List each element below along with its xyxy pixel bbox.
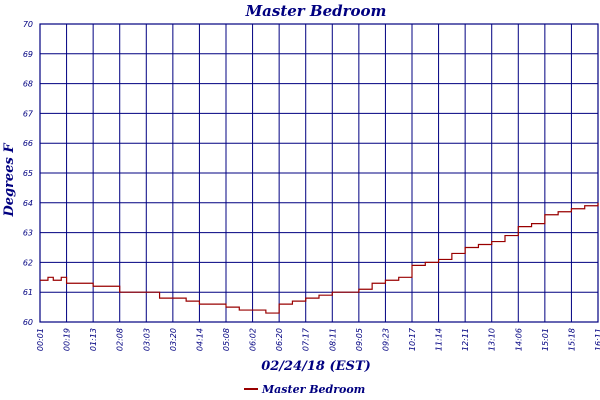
x-tick-label: 14:06 — [514, 328, 523, 351]
y-tick-label: 60 — [23, 318, 33, 327]
y-tick-label: 62 — [23, 258, 33, 267]
x-tick-label: 00:01 — [36, 328, 45, 351]
x-tick-label: 05:08 — [222, 328, 231, 351]
series-layer — [40, 202, 599, 314]
x-tick-label: 12:11 — [461, 328, 470, 351]
x-tick-label: 16:11 — [594, 328, 600, 351]
x-tick-label: 03:03 — [142, 328, 151, 351]
y-tick-label: 63 — [23, 229, 33, 238]
y-tick-label: 70 — [23, 20, 33, 29]
y-tick-label: 65 — [23, 169, 33, 178]
x-tick-label: 13:10 — [488, 328, 497, 351]
y-tick-label: 66 — [23, 139, 33, 148]
x-tick-label: 00:19 — [63, 328, 72, 351]
legend: Master Bedroom — [244, 383, 365, 396]
x-tick-label: 02:08 — [116, 328, 125, 351]
x-tick-label: 01:13 — [89, 328, 98, 351]
x-tick-label: 03:20 — [169, 328, 178, 351]
x-tick-label: 07:17 — [302, 327, 311, 351]
x-tick-label: 15:18 — [567, 328, 576, 351]
legend-label: Master Bedroom — [261, 383, 365, 396]
x-tick-label: 09:05 — [355, 328, 364, 351]
x-axis-label: 02/24/18 (EST) — [261, 359, 371, 374]
y-axis-ticks: 60 61 62 63 64 65 66 67 68 69 70 — [23, 20, 34, 327]
x-tick-label: 06:02 — [249, 328, 258, 351]
x-tick-label: 04:14 — [195, 328, 204, 351]
x-tick-label: 11:14 — [435, 328, 444, 351]
y-tick-label: 67 — [23, 109, 34, 118]
y-axis-label: Degrees F — [2, 143, 17, 218]
x-tick-label: 06:20 — [275, 328, 284, 351]
series-line — [40, 202, 599, 314]
chart-title: Master Bedroom — [245, 2, 387, 20]
x-tick-label: 09:23 — [381, 328, 390, 351]
chart-grid — [39, 23, 599, 323]
x-axis-ticks: 00:01 00:19 01:13 02:08 03:03 03:20 04:14 05:08… — [36, 327, 600, 351]
x-tick-label: 08:11 — [328, 328, 337, 351]
y-tick-label: 69 — [23, 50, 33, 59]
y-tick-label: 61 — [23, 288, 33, 297]
x-tick-label: 10:17 — [408, 327, 417, 351]
x-tick-label: 15:01 — [541, 328, 550, 351]
y-tick-label: 68 — [23, 80, 33, 89]
y-tick-label: 64 — [23, 199, 33, 208]
